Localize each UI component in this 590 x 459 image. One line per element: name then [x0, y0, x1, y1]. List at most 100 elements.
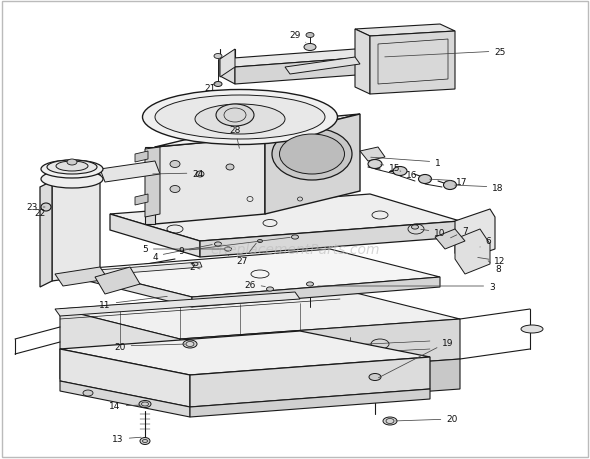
Polygon shape: [265, 115, 360, 214]
Polygon shape: [235, 58, 370, 85]
Ellipse shape: [383, 417, 397, 425]
Text: 3: 3: [318, 282, 495, 291]
Polygon shape: [135, 195, 148, 206]
Ellipse shape: [369, 374, 381, 381]
Polygon shape: [220, 60, 235, 85]
Ellipse shape: [183, 340, 197, 348]
Ellipse shape: [170, 186, 180, 193]
Polygon shape: [52, 174, 100, 281]
Text: 8: 8: [488, 261, 501, 274]
Ellipse shape: [214, 82, 222, 87]
Ellipse shape: [41, 203, 51, 212]
Ellipse shape: [143, 90, 337, 145]
Text: 24: 24: [153, 169, 204, 178]
Polygon shape: [145, 148, 160, 218]
Ellipse shape: [226, 165, 234, 171]
Ellipse shape: [280, 134, 345, 174]
Polygon shape: [220, 50, 370, 68]
Text: 17: 17: [430, 177, 468, 186]
Polygon shape: [190, 357, 430, 407]
Text: 29: 29: [289, 30, 306, 43]
Text: eReplacementParts.com: eReplacementParts.com: [210, 242, 380, 257]
Polygon shape: [455, 210, 495, 262]
Polygon shape: [145, 148, 155, 224]
Polygon shape: [60, 349, 190, 407]
Polygon shape: [190, 389, 430, 417]
Text: 19: 19: [378, 338, 454, 378]
Ellipse shape: [291, 235, 299, 240]
Ellipse shape: [195, 105, 285, 134]
Ellipse shape: [67, 160, 77, 166]
Text: 13: 13: [112, 435, 141, 443]
Ellipse shape: [216, 105, 254, 127]
Polygon shape: [220, 50, 235, 78]
Polygon shape: [40, 182, 52, 287]
Polygon shape: [135, 151, 148, 162]
Text: 6: 6: [480, 237, 491, 247]
Ellipse shape: [444, 181, 457, 190]
Polygon shape: [455, 230, 490, 274]
Ellipse shape: [257, 240, 263, 243]
Text: 2: 2: [189, 262, 200, 271]
Polygon shape: [360, 148, 385, 162]
Polygon shape: [435, 230, 465, 249]
Ellipse shape: [272, 129, 352, 180]
Polygon shape: [355, 30, 370, 95]
Polygon shape: [60, 381, 190, 417]
Polygon shape: [110, 214, 200, 257]
Polygon shape: [192, 277, 440, 308]
Text: 20: 20: [114, 342, 185, 351]
Polygon shape: [60, 289, 460, 339]
Polygon shape: [60, 331, 430, 375]
Polygon shape: [355, 25, 455, 37]
Polygon shape: [180, 319, 460, 379]
Polygon shape: [60, 309, 180, 379]
Text: 14: 14: [109, 402, 140, 411]
Text: 10: 10: [421, 228, 446, 237]
Ellipse shape: [41, 161, 103, 179]
Polygon shape: [55, 292, 300, 316]
Text: 18: 18: [455, 183, 504, 192]
Ellipse shape: [267, 287, 274, 291]
Polygon shape: [110, 195, 460, 241]
Ellipse shape: [196, 172, 204, 178]
Text: 27: 27: [237, 244, 256, 266]
Polygon shape: [80, 249, 440, 297]
Polygon shape: [285, 58, 360, 75]
Text: 21: 21: [204, 84, 216, 92]
Ellipse shape: [139, 401, 151, 408]
Ellipse shape: [47, 161, 97, 174]
Text: 4: 4: [152, 245, 212, 261]
Ellipse shape: [41, 171, 103, 189]
Text: 23: 23: [27, 203, 45, 212]
Ellipse shape: [304, 45, 316, 51]
Ellipse shape: [56, 162, 88, 172]
Text: 7: 7: [451, 227, 468, 238]
Polygon shape: [80, 269, 192, 308]
Ellipse shape: [521, 325, 543, 333]
Polygon shape: [155, 138, 265, 224]
Text: 1: 1: [371, 158, 441, 167]
Text: 16: 16: [400, 170, 418, 179]
Polygon shape: [370, 32, 455, 95]
Ellipse shape: [215, 242, 221, 246]
Ellipse shape: [170, 161, 180, 168]
Ellipse shape: [306, 282, 313, 286]
Ellipse shape: [225, 247, 231, 252]
Polygon shape: [100, 162, 160, 183]
Ellipse shape: [472, 235, 484, 243]
Ellipse shape: [411, 225, 418, 230]
Text: 11: 11: [99, 297, 167, 309]
Polygon shape: [180, 359, 460, 409]
Polygon shape: [55, 268, 108, 286]
Text: 20: 20: [396, 414, 458, 424]
Text: 28: 28: [230, 125, 241, 149]
Text: 5: 5: [142, 245, 225, 254]
Polygon shape: [155, 115, 360, 148]
Ellipse shape: [393, 167, 407, 176]
Text: 25: 25: [385, 47, 506, 58]
Ellipse shape: [155, 96, 325, 140]
Ellipse shape: [368, 160, 382, 169]
Polygon shape: [200, 222, 460, 257]
Text: 12: 12: [478, 257, 506, 266]
